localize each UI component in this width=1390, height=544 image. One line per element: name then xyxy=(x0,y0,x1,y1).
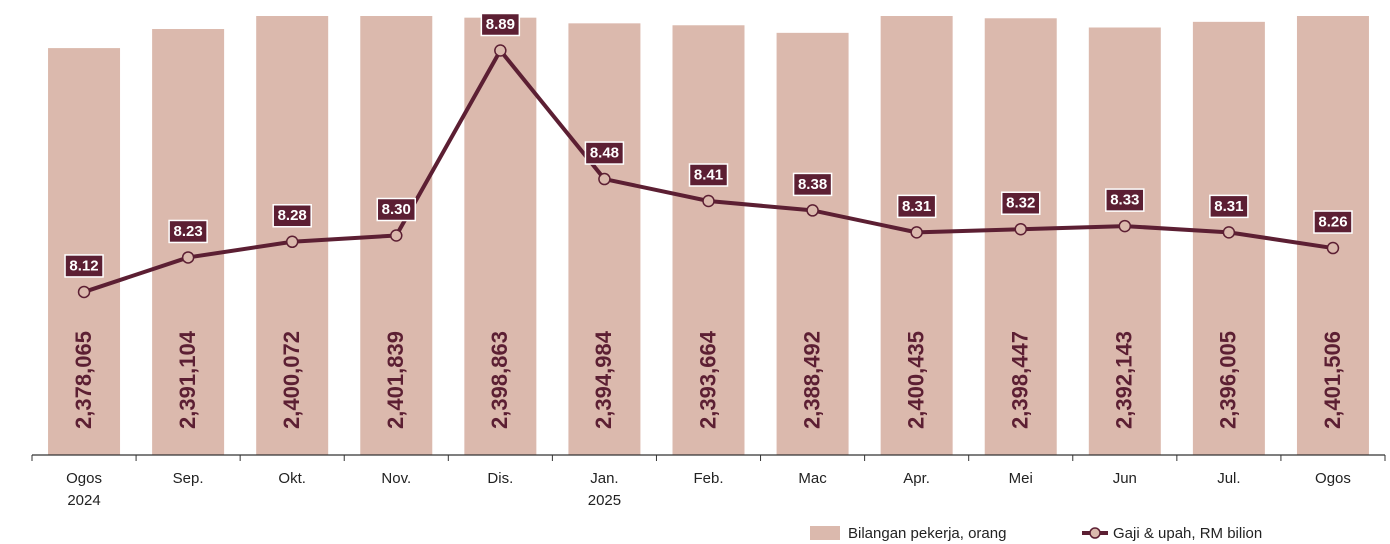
x-tick-label: Apr. xyxy=(903,470,930,487)
x-tick-label: 2025 xyxy=(588,492,621,509)
line-value-label: 8.23 xyxy=(174,223,203,240)
legend-label: Gaji & upah, RM bilion xyxy=(1113,525,1262,542)
bar xyxy=(984,18,1057,456)
bar-value-label: 2,401,506 xyxy=(1320,331,1345,429)
bar xyxy=(568,23,641,455)
bar-value-label: 2,398,447 xyxy=(1008,331,1033,429)
line-value-label: 8.31 xyxy=(902,198,931,215)
line-label-box xyxy=(792,172,833,197)
x-tick-label: Mac xyxy=(798,470,827,487)
line-point xyxy=(1014,222,1027,236)
line-point xyxy=(181,251,195,264)
line-value-label: 8.38 xyxy=(798,176,827,193)
line-point xyxy=(1222,226,1236,239)
bar-value-label: 2,396,005 xyxy=(1216,331,1241,429)
x-tick-label: Dis. xyxy=(487,470,513,487)
x-tick-label: Ogos xyxy=(1315,470,1351,487)
line-label-box xyxy=(584,141,625,165)
line-label-box xyxy=(1313,210,1353,234)
line-value-label: 8.89 xyxy=(486,16,515,33)
line-value-label: 8.28 xyxy=(278,207,307,224)
bar xyxy=(1296,16,1369,455)
legend-label: Bilangan pekerja, orang xyxy=(848,525,1006,542)
bar-value-label: 2,378,065 xyxy=(71,331,96,429)
x-tick-label: Sep. xyxy=(173,470,204,487)
x-tick-label: Nov. xyxy=(381,470,411,487)
line-label-box xyxy=(1000,191,1041,215)
line-value-label: 8.32 xyxy=(1006,195,1035,212)
x-tick-label: Feb. xyxy=(693,470,723,487)
bar-value-label: 2,393,664 xyxy=(695,330,720,429)
bar-group xyxy=(48,16,1369,456)
line-value-label: 8.31 xyxy=(1214,198,1243,215)
bar-value-label: 2,401,839 xyxy=(383,331,408,429)
x-tick-label: Mei xyxy=(1009,470,1033,487)
x-tick-label: Jan. xyxy=(590,470,618,487)
line-value-label: 8.30 xyxy=(382,201,411,218)
x-tick-label: 2024 xyxy=(67,492,100,509)
line-label-box xyxy=(896,194,937,219)
line-value-label: 8.12 xyxy=(69,257,98,274)
legend-swatch xyxy=(810,526,840,540)
x-tick-label: Jul. xyxy=(1217,470,1240,487)
line-point xyxy=(77,285,91,299)
x-tick-label: Okt. xyxy=(278,470,306,487)
line-label-box xyxy=(480,12,521,37)
line-point xyxy=(1118,219,1132,233)
line-point xyxy=(598,172,611,186)
bar-value-label: 2,388,492 xyxy=(799,331,824,429)
bar xyxy=(776,32,849,456)
line-point xyxy=(806,204,819,217)
bar xyxy=(672,25,745,456)
bar-value-label: 2,394,984 xyxy=(591,330,616,429)
line-point xyxy=(494,44,507,57)
bar xyxy=(48,48,121,456)
x-tick-label: Ogos xyxy=(66,470,102,487)
bar xyxy=(256,16,329,455)
line-point xyxy=(390,229,403,242)
line-label-box xyxy=(272,204,312,228)
bar-value-label: 2,400,072 xyxy=(279,331,304,429)
legend-marker xyxy=(1089,527,1101,539)
bar-value-label: 2,400,435 xyxy=(903,331,928,429)
line-label-box xyxy=(376,197,417,222)
x-tick-label: Jun xyxy=(1113,470,1137,487)
bar-value-label: 2,391,104 xyxy=(175,330,200,429)
line-value-label: 8.33 xyxy=(1110,192,1139,209)
bar-value-label: 2,392,143 xyxy=(1112,331,1137,429)
bar xyxy=(1088,27,1161,456)
line-value-label: 8.26 xyxy=(1318,214,1347,231)
bar-value-label: 2,398,863 xyxy=(487,331,512,429)
line-point xyxy=(285,235,299,249)
line-label-box xyxy=(1209,194,1249,219)
line-value-label: 8.41 xyxy=(694,166,723,183)
line-label-box xyxy=(168,219,208,244)
line-label-box xyxy=(64,254,104,278)
line-label-box xyxy=(1105,188,1145,212)
line-point xyxy=(702,194,715,208)
line-label-box xyxy=(688,163,729,187)
line-point xyxy=(1326,241,1340,255)
line-point xyxy=(910,226,923,239)
line-value-label: 8.48 xyxy=(590,145,619,162)
